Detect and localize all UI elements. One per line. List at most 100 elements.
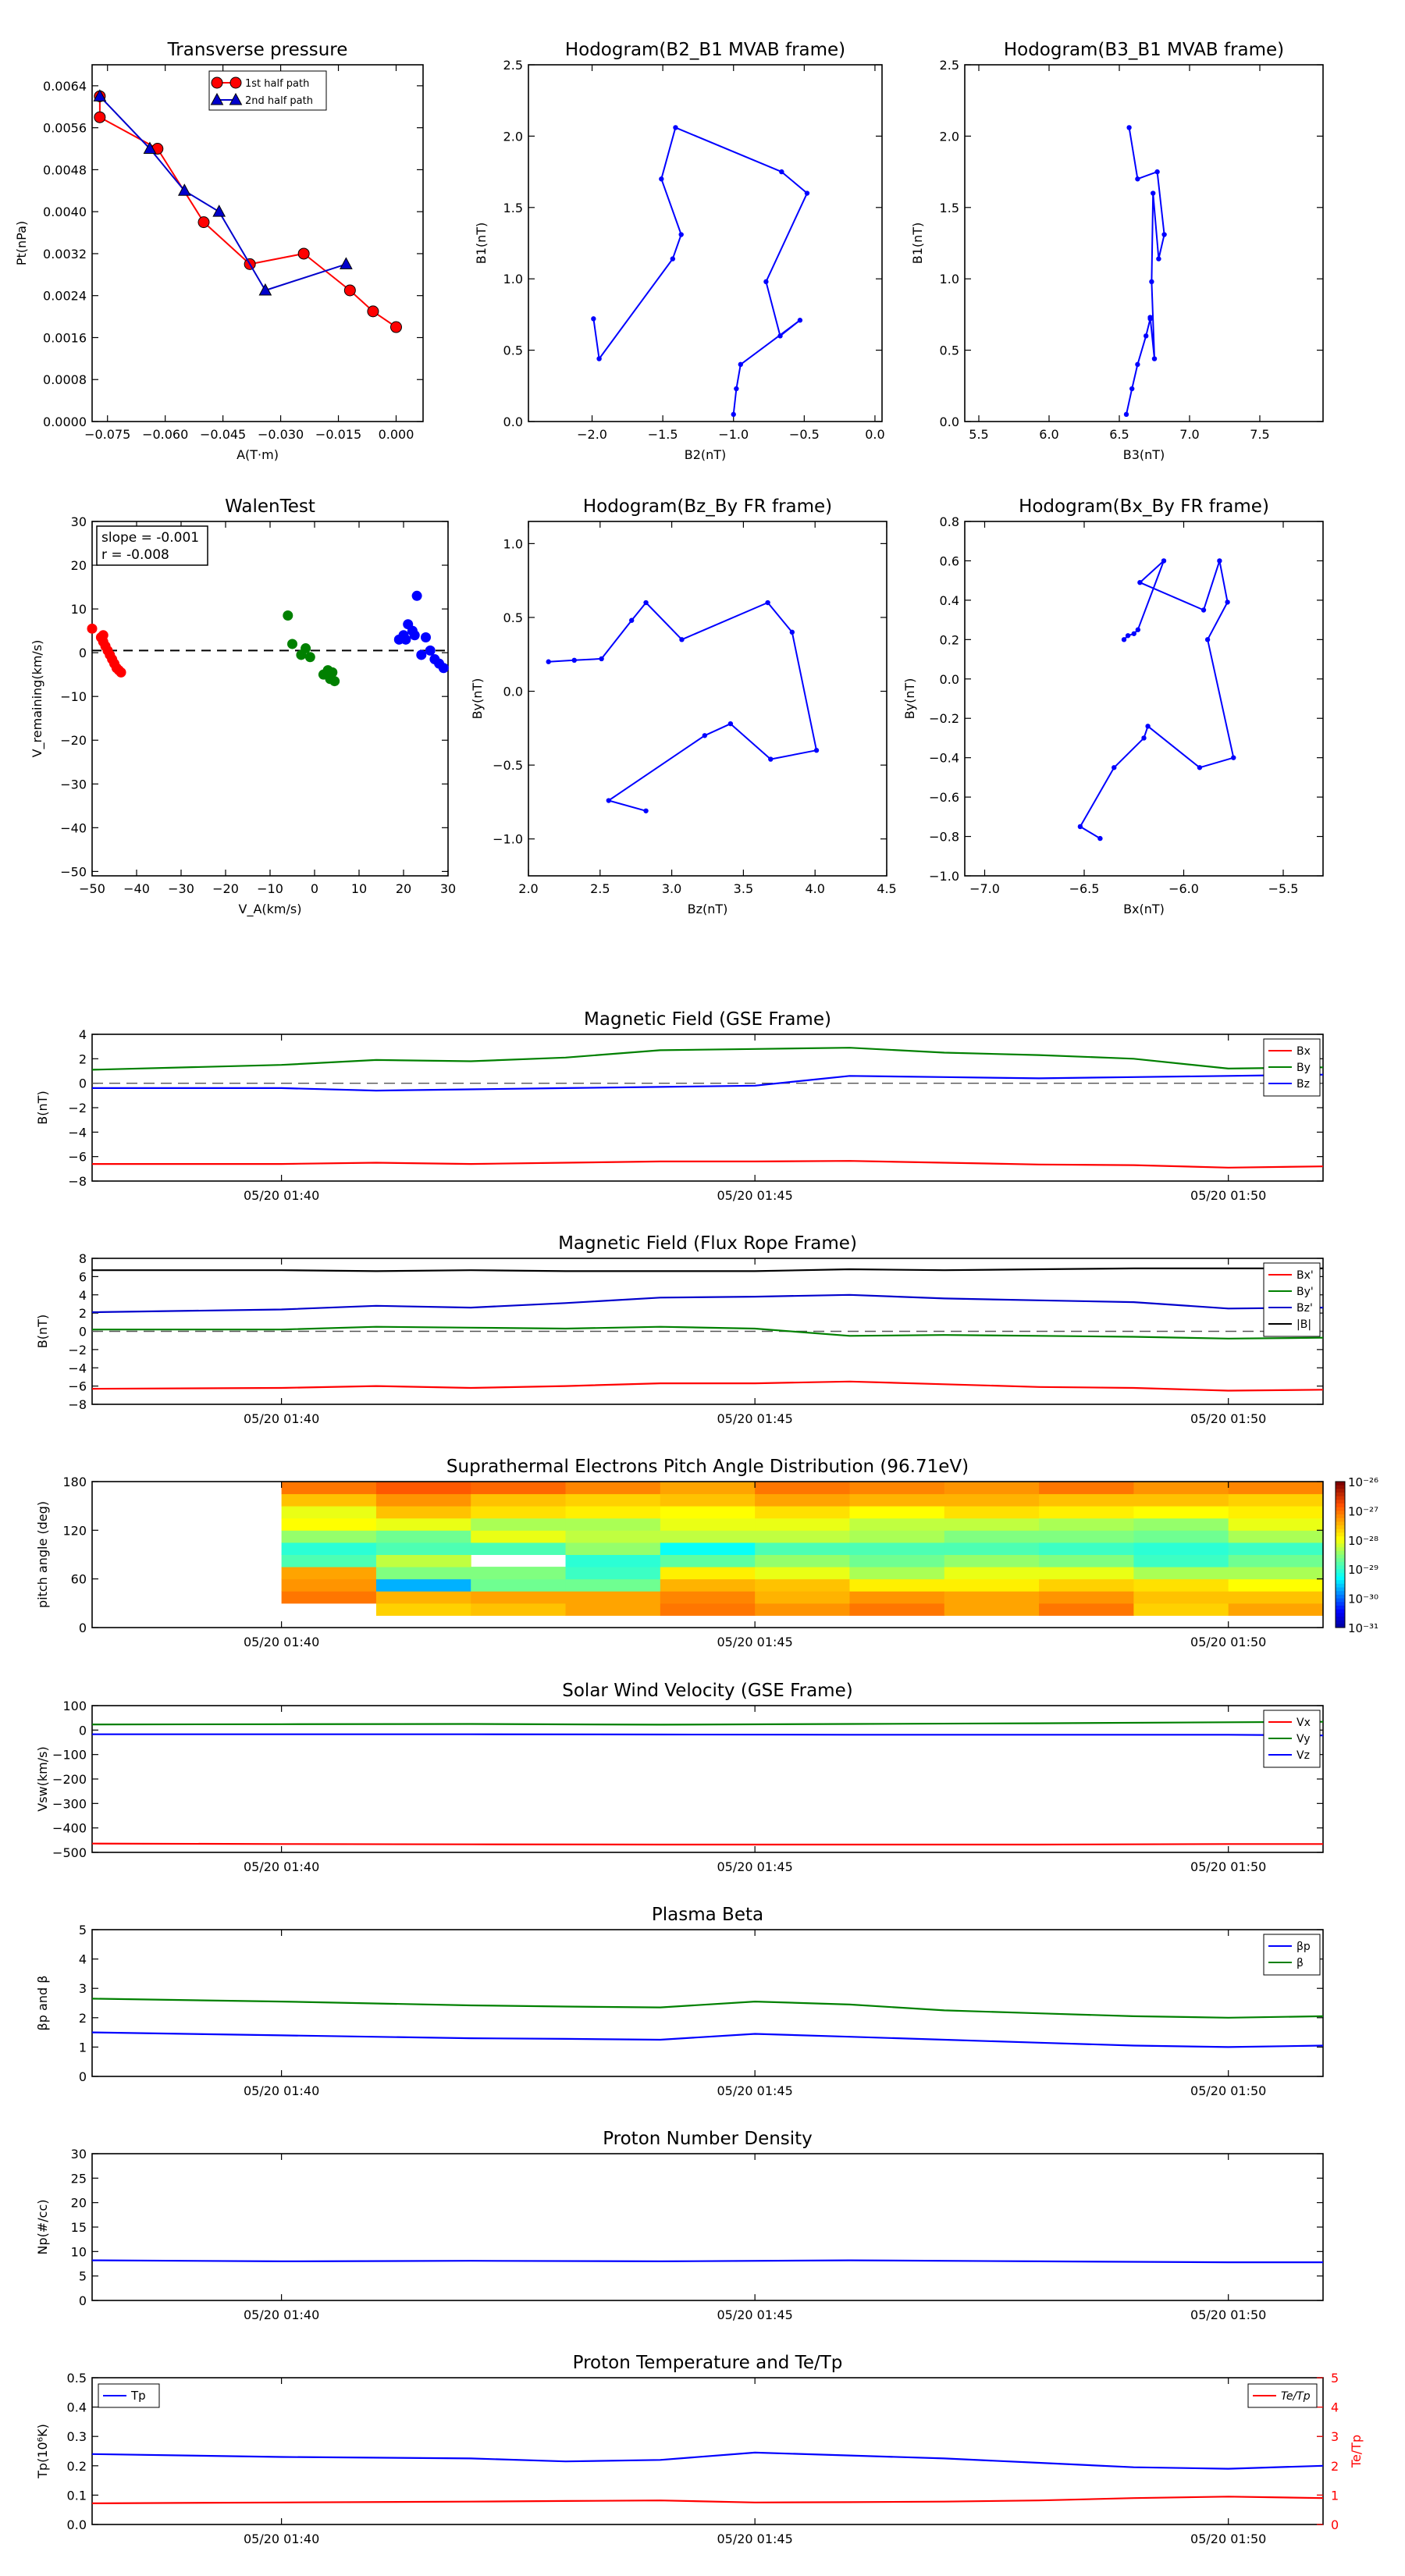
y-tick-label: 0.0 [940, 415, 959, 429]
heatmap-cell [755, 1554, 850, 1567]
data-point [93, 89, 107, 101]
x-tick-label: −40 [123, 881, 150, 896]
panel-density: Proton Number Density 30 25 20 15 10 5 0 Np(#/cc… [35, 2129, 1324, 2322]
heatmap-cell [281, 1567, 377, 1580]
data-point [1151, 356, 1158, 361]
annotation-text: slope = -0.001 [101, 530, 199, 546]
colorbar-segment [1336, 1500, 1345, 1504]
colorbar-segment [1336, 1576, 1345, 1581]
data-point [327, 667, 338, 678]
colorbar-segment [1336, 1539, 1345, 1544]
y-tick-label: −8 [68, 1397, 87, 1412]
heatmap-cell [755, 1603, 850, 1616]
heatmap-cell [375, 1554, 471, 1567]
x-tick-label: −50 [79, 881, 105, 896]
data-point [777, 333, 783, 339]
colorbar-segment [1336, 1624, 1345, 1628]
heatmap-cell [944, 1578, 1040, 1592]
heatmap-cell [1133, 1517, 1229, 1531]
colorbar-segment [1336, 1507, 1345, 1511]
colorbar-frame [1335, 1481, 1346, 1628]
colorbar-segment [1336, 1532, 1345, 1537]
y-tick-label: 0.4 [940, 593, 959, 608]
data-point [409, 630, 420, 641]
heatmap-cell [849, 1482, 945, 1495]
colorbar-segment [1336, 1616, 1345, 1621]
y-tick-label: −0.2 [929, 711, 959, 726]
colorbar-segment [1336, 1554, 1345, 1559]
heatmap-cell [1039, 1554, 1134, 1567]
series-line-|B| [92, 1267, 1323, 1272]
data-point [1197, 765, 1203, 770]
colorbar-segment [1336, 1583, 1345, 1589]
y-tick-label-right: 0 [1331, 2517, 1339, 2532]
y-tick-label: 0.2 [67, 2459, 87, 2474]
y-tick-label: 0.5 [940, 343, 959, 358]
x-tick-label: 05/20 01:40 [244, 1859, 319, 1874]
data-point [606, 798, 612, 803]
heatmap-cell [375, 1493, 471, 1507]
panel-beta: Plasma Beta 5 4 3 2 1 0 βp and β 05/20 01:40 05/2… [35, 1905, 1324, 2098]
y-tick-label: 0.0 [503, 685, 523, 699]
data-point [411, 590, 422, 601]
y-tick-label: 100 [62, 1699, 87, 1713]
x-tick-label: 2.0 [518, 881, 538, 896]
x-tick-label: −1.0 [718, 427, 749, 442]
heatmap-cell [660, 1603, 756, 1616]
data-point [765, 600, 770, 606]
colorbar-segment [1336, 1485, 1345, 1489]
data-point [734, 386, 739, 392]
data-point [329, 676, 340, 687]
plot-frame [91, 64, 424, 422]
data-point [301, 643, 311, 654]
y-tick-label: −0.8 [929, 830, 959, 845]
x-tick-label: 0.000 [379, 427, 414, 442]
plot-title: Magnetic Field (GSE Frame) [584, 1009, 831, 1030]
heatmap-cell [1228, 1578, 1324, 1592]
heatmap-cell [471, 1567, 567, 1580]
colorbar-segment [1336, 1558, 1345, 1563]
x-tick-label: 05/20 01:45 [717, 1859, 792, 1874]
data-point [1217, 558, 1222, 564]
colorbar-segment [1336, 1482, 1345, 1486]
x-tick-label: 30 [440, 881, 456, 896]
data-point [143, 141, 157, 155]
data-point [343, 284, 356, 297]
series-line [1079, 560, 1235, 839]
legend-label: Tp [130, 2389, 146, 2403]
heatmap-cell [1228, 1554, 1324, 1567]
series-line-Te/Tp [91, 2496, 1324, 2504]
heatmap-cell [1133, 1591, 1229, 1604]
y-tick-label: 1.0 [940, 272, 959, 286]
x-axis-label: Bz(nT) [688, 902, 728, 916]
data-point [659, 176, 664, 182]
y-tick-label: 2 [79, 1306, 87, 1321]
heatmap-cell [375, 1567, 471, 1580]
data-point [116, 667, 126, 678]
heatmap-cell [849, 1542, 945, 1555]
colorbar-segment [1336, 1572, 1345, 1578]
legend-marker [229, 76, 242, 89]
x-tick-label: −10 [257, 881, 283, 896]
data-point [804, 190, 810, 196]
y-tick-label: −8 [68, 1174, 87, 1189]
data-point [425, 645, 436, 656]
x-tick-label: −2.0 [577, 427, 607, 442]
panel-hodo_b3b1: Hodogram(B3_B1 MVAB frame) 0.0 0.5 1.0 1.5 2.… [910, 40, 1324, 462]
data-point [197, 216, 210, 229]
legend-label: Vx [1297, 1717, 1311, 1729]
x-tick-label: 05/20 01:45 [717, 2307, 792, 2322]
heatmap-cell [281, 1493, 377, 1507]
data-point [283, 610, 293, 621]
heatmap-cell [1133, 1567, 1229, 1580]
x-tick-label: 05/20 01:50 [1190, 1188, 1266, 1203]
heatmap-cell [944, 1542, 1040, 1555]
data-point [738, 361, 743, 368]
y-tick-label: 0.0032 [43, 247, 87, 262]
x-tick-label: −1.5 [648, 427, 678, 442]
heatmap-cell [1039, 1530, 1134, 1543]
plot-frame [91, 1481, 1324, 1628]
x-tick-label: 4.0 [805, 881, 824, 896]
heatmap-cell [471, 1517, 567, 1531]
y-tick-label: −40 [60, 820, 87, 835]
